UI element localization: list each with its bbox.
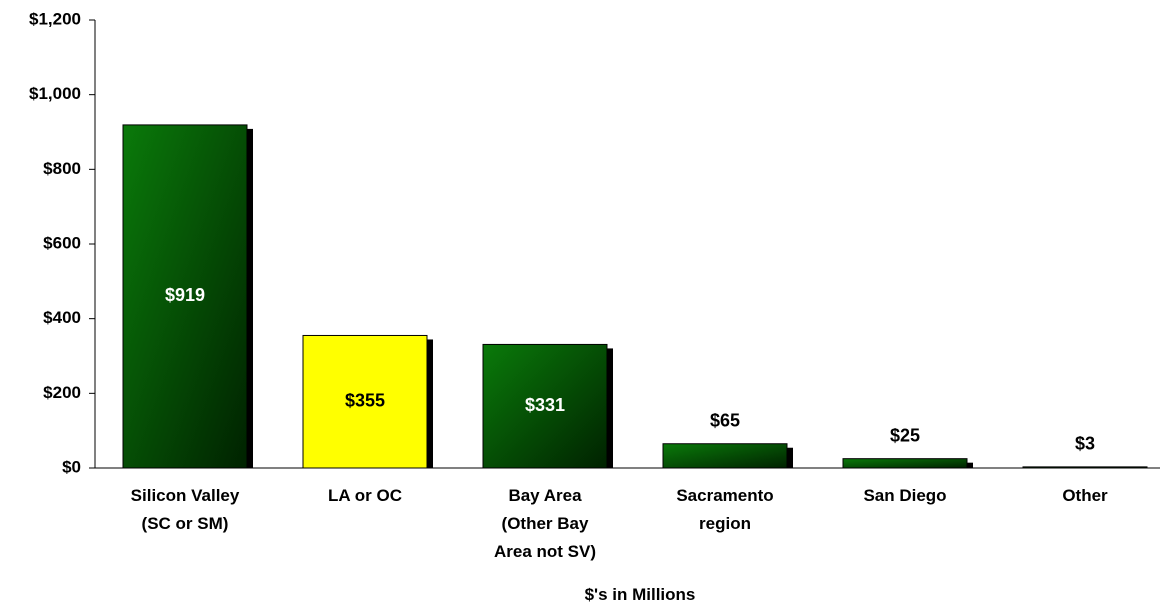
x-tick-label-line: (SC or SM) <box>142 514 229 533</box>
x-tick-label-line: Bay Area <box>508 486 582 505</box>
data-label: $355 <box>345 390 385 410</box>
data-label: $65 <box>710 410 740 430</box>
data-label: $25 <box>890 425 920 445</box>
x-tick-label-line: San Diego <box>863 486 946 505</box>
bar <box>1022 466 1148 469</box>
y-tick-label: $400 <box>43 308 81 327</box>
y-tick-label: $200 <box>43 383 81 402</box>
bar <box>122 124 248 469</box>
bar <box>662 443 788 469</box>
y-tick-label: $0 <box>62 457 81 476</box>
x-tick-label: Bay Area (Other Bay Area not SV) <box>494 486 596 561</box>
x-tick-label: Silicon Valley (SC or SM) <box>131 486 240 533</box>
bar <box>842 458 968 469</box>
x-tick-label: Other <box>1062 486 1108 505</box>
x-tick-label: Sacramento region <box>676 486 773 533</box>
x-tick-label-line: LA or OC <box>328 486 402 505</box>
y-tick-label: $800 <box>43 159 81 178</box>
x-tick-label-line: Sacramento <box>676 486 773 505</box>
x-axis-label: $'s in Millions <box>585 585 696 604</box>
bar <box>302 334 428 469</box>
data-label: $919 <box>165 285 205 305</box>
y-tick-label: $600 <box>43 233 81 252</box>
y-tick-label: $1,000 <box>29 84 81 103</box>
bar <box>482 343 608 469</box>
x-tick-label-line: region <box>699 514 751 533</box>
y-tick-label: $1,200 <box>29 9 81 28</box>
data-label: $3 <box>1075 434 1095 454</box>
x-tick-label-line: Area not SV) <box>494 542 596 561</box>
data-label: $331 <box>525 395 565 415</box>
x-tick-label-line: (Other Bay <box>502 514 589 533</box>
x-tick-label-line: Other <box>1062 486 1108 505</box>
x-tick-label-line: Silicon Valley <box>131 486 240 505</box>
x-tick-label: LA or OC <box>328 486 402 505</box>
x-tick-label: San Diego <box>863 486 946 505</box>
